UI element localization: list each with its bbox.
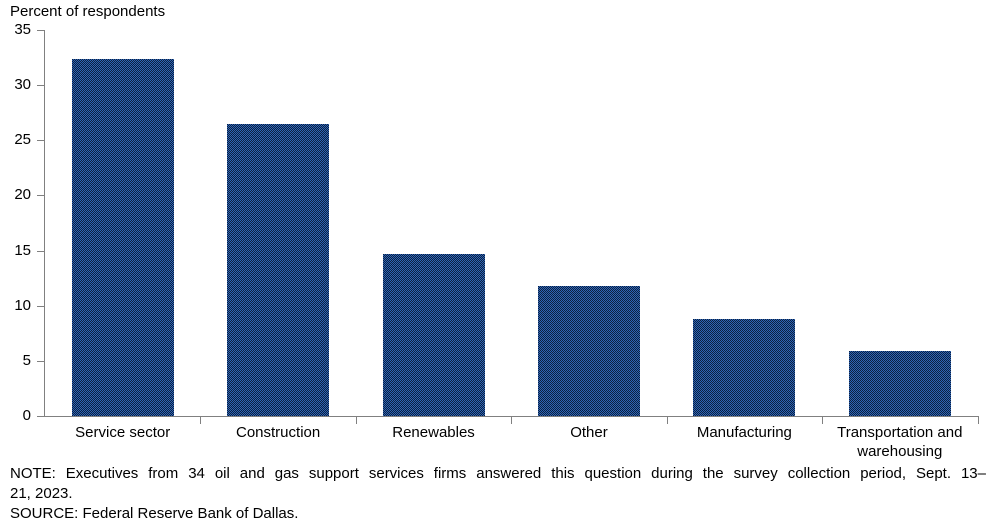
y-axis-line [44,30,45,416]
y-axis-tick-label: 35 [14,21,31,38]
x-axis-line [44,416,978,417]
x-axis-label: Renewables [392,424,475,441]
x-axis-tick [822,416,824,424]
x-axis-label: Transportation and warehousing [837,424,963,460]
y-axis-tick [37,305,44,307]
chart-title: Percent of respondents [10,3,166,20]
y-axis-tick-label: 10 [14,296,31,314]
y-axis-tick [37,195,44,197]
source-text: SOURCE: Federal Reserve Bank of Dallas. [10,505,299,522]
y-axis-tick-label: 30 [14,76,31,94]
x-axis-label: Service sector [75,424,171,441]
x-axis-label: Construction [236,424,321,441]
bar-transportation-and-warehousing [848,350,951,416]
chart-notes: NOTE: Executives from 34 oil and gas sup… [10,464,986,524]
bar-service-sector [71,58,174,416]
y-axis-tick-label: 15 [14,241,31,259]
x-axis-tick [977,416,979,424]
x-axis-label: Other [570,424,608,441]
y-axis-tick [37,416,44,417]
bar-construction [227,123,330,416]
x-axis-tick [200,416,202,424]
x-axis-tick [511,416,513,424]
note-text-line1: NOTE: Executives from 34 oil and gas sup… [10,465,986,482]
y-axis-tick-label: 25 [14,131,31,149]
x-axis-label: Manufacturing [696,424,792,441]
bar-renewables [382,253,485,416]
x-axis-tick [355,416,357,424]
y-axis-tick [37,30,44,31]
y-axis-tick-label: 20 [14,186,31,204]
bar-other [537,285,640,416]
bar-manufacturing [693,318,796,416]
x-axis-tick [666,416,668,424]
y-axis-tick [37,140,44,142]
y-axis-tick [37,85,44,87]
y-axis-tick-label: 5 [22,351,31,369]
y-axis-tick [37,250,44,252]
y-axis-tick-label: 0 [22,407,31,424]
y-axis-tick [37,360,44,362]
note-text-line2: 21, 2023. [10,485,73,502]
